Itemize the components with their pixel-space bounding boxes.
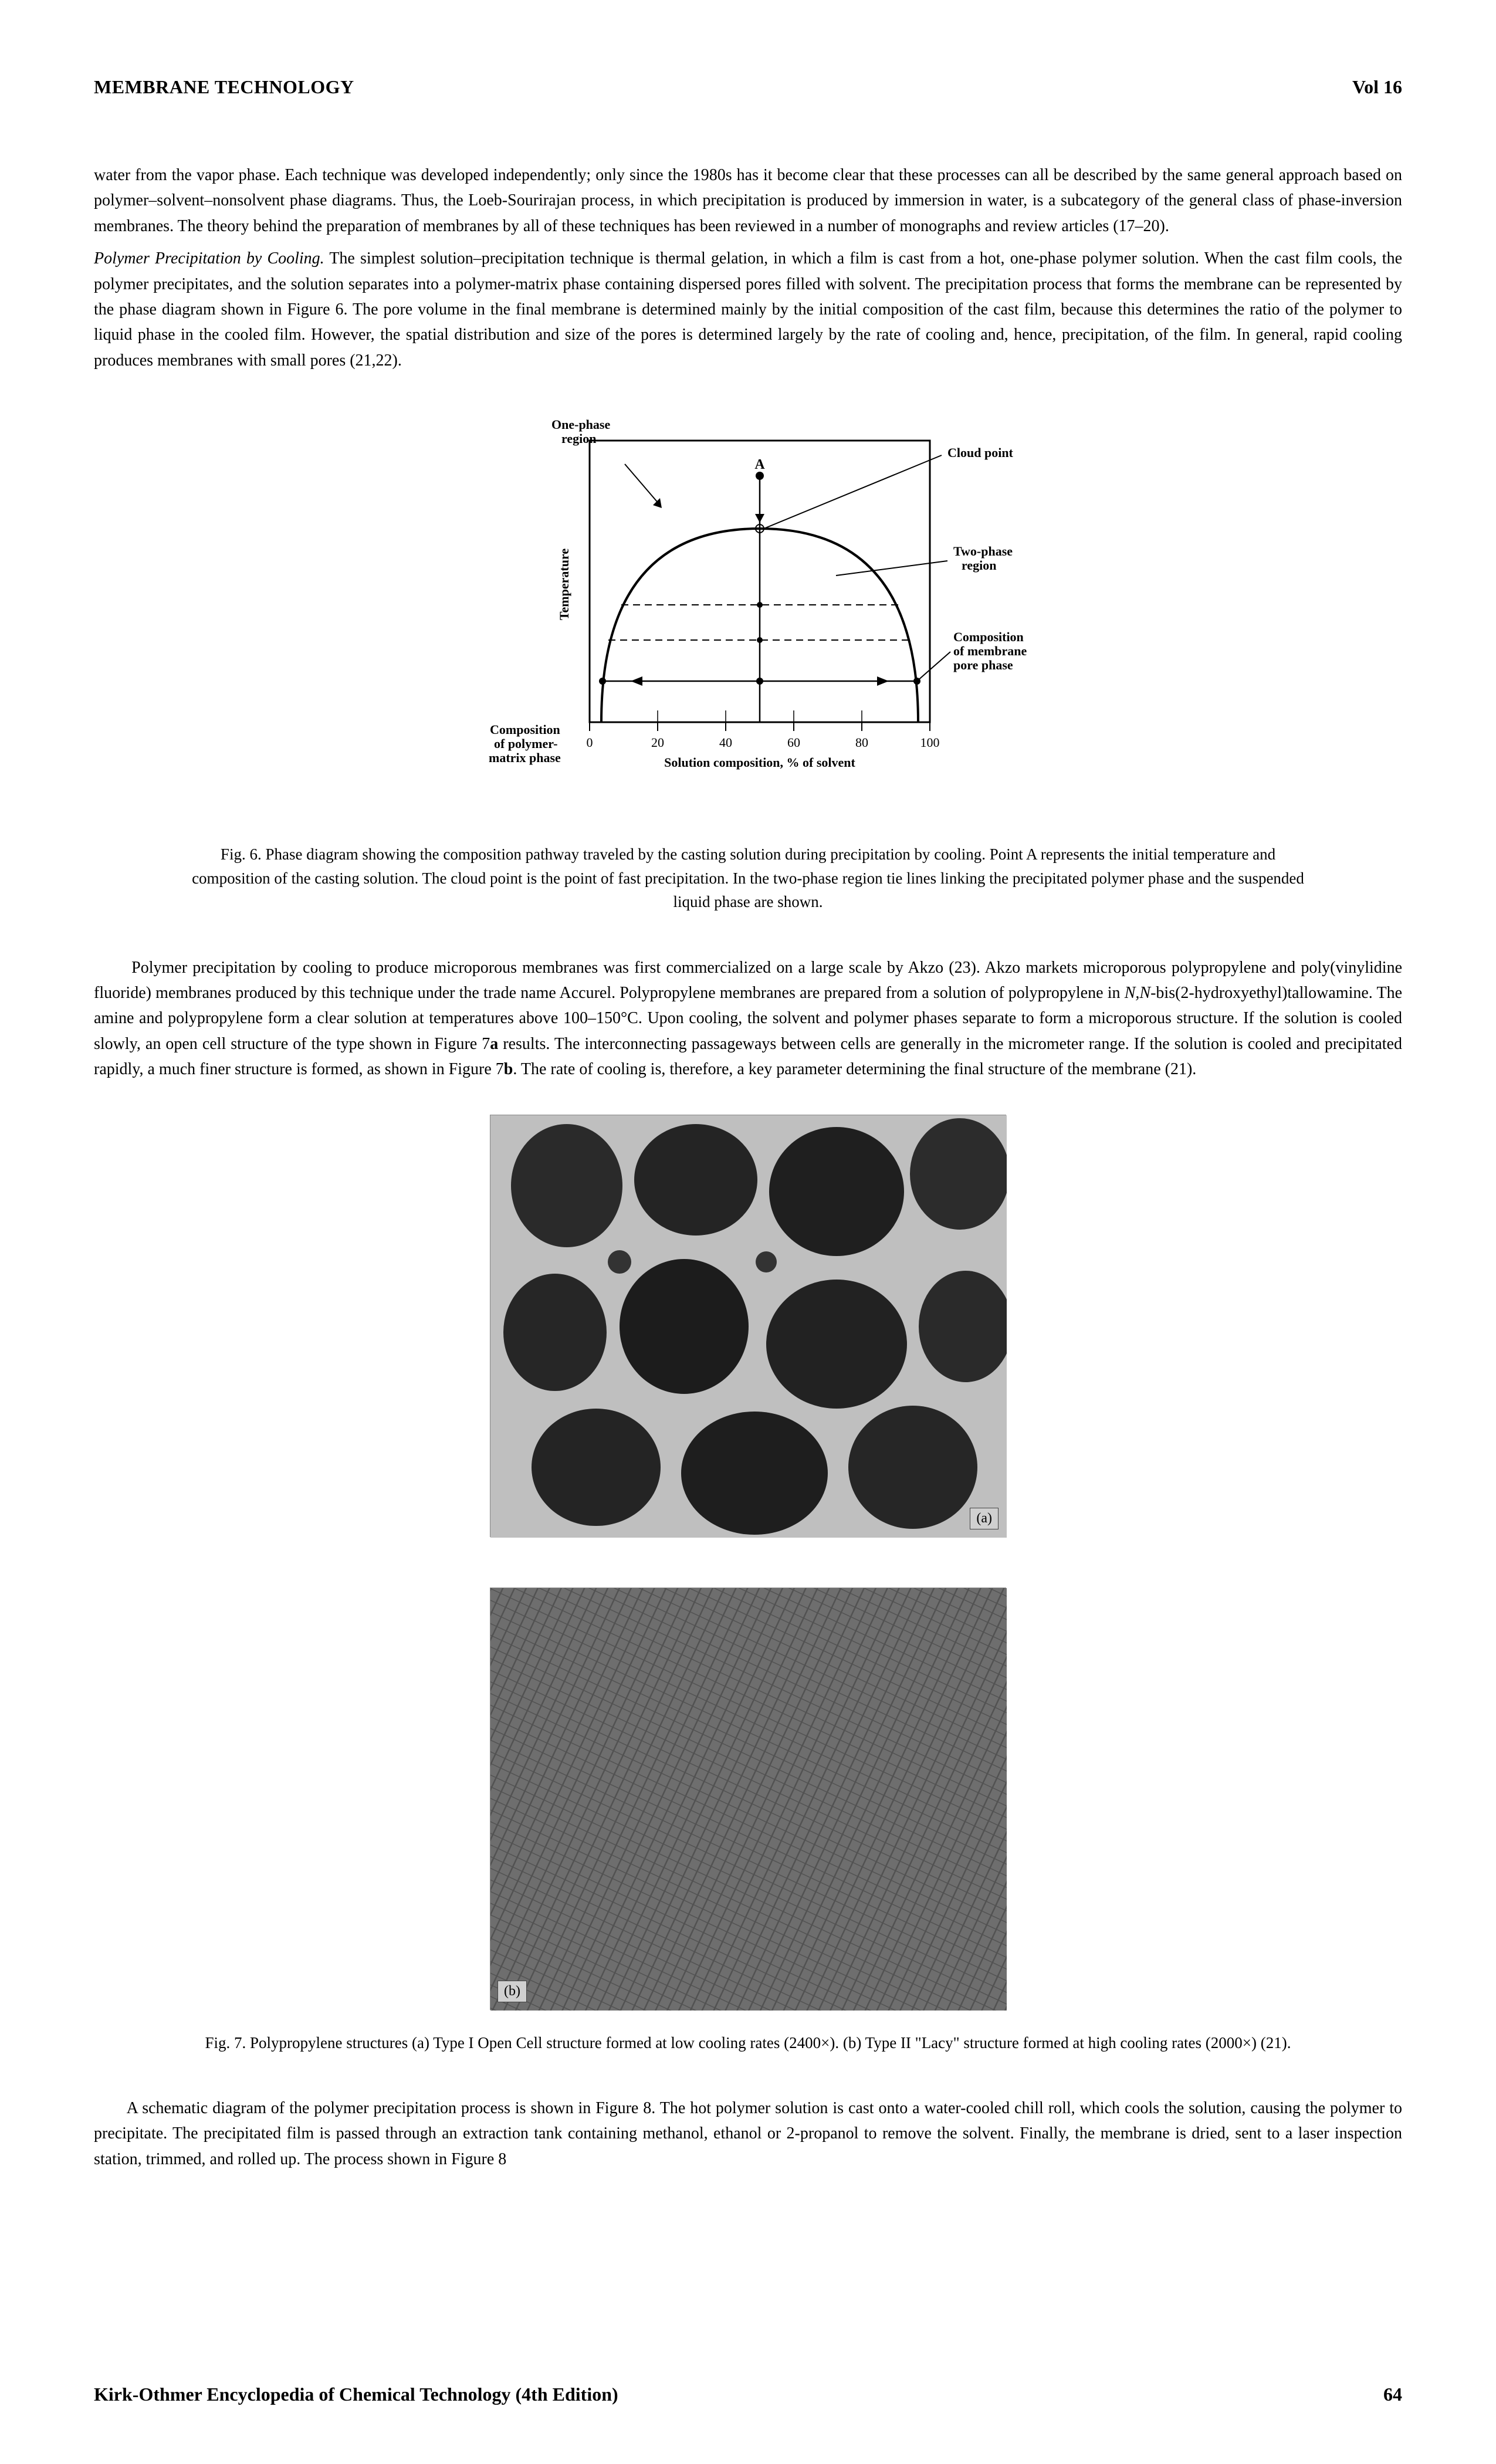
svg-text:80: 80 — [855, 735, 868, 750]
svg-text:region: region — [962, 558, 996, 573]
svg-text:One-phase: One-phase — [551, 417, 610, 432]
figure-6-caption: Fig. 6. Phase diagram showing the compos… — [188, 842, 1308, 914]
figure-7b-image: (b) — [490, 1588, 1006, 2010]
svg-text:pore phase: pore phase — [953, 658, 1013, 672]
svg-text:region: region — [561, 431, 596, 446]
svg-text:60: 60 — [787, 735, 800, 750]
header-title: MEMBRANE TECHNOLOGY — [94, 76, 354, 98]
paragraph-1-text: water from the vapor phase. Each techniq… — [94, 166, 1402, 235]
figure-7-caption: Fig. 7. Polypropylene structures (a) Typ… — [188, 2031, 1308, 2055]
figure-7a-label: (a) — [970, 1508, 999, 1529]
svg-text:100: 100 — [920, 735, 940, 750]
figure-7b: (b) — [94, 1588, 1402, 2013]
figure-7b-label: (b) — [497, 1981, 527, 2002]
page-footer: Kirk-Othmer Encyclopedia of Chemical Tec… — [94, 2384, 1402, 2405]
svg-text:40: 40 — [719, 735, 732, 750]
paragraph-2-prefix: Polymer Precipitation by Cooling. — [94, 249, 324, 268]
svg-text:Cloud point: Cloud point — [947, 445, 1014, 460]
svg-text:of membrane: of membrane — [953, 644, 1027, 658]
figure-6: A — [94, 405, 1402, 819]
figure-7a: (a) — [94, 1115, 1402, 1541]
figure-7a-image: (a) — [490, 1115, 1006, 1537]
paragraph-4: A schematic diagram of the polymer preci… — [94, 2096, 1402, 2172]
footer-title: Kirk-Othmer Encyclopedia of Chemical Tec… — [94, 2384, 618, 2405]
svg-text:Solution composition, % of sol: Solution composition, % of solvent — [664, 755, 855, 770]
svg-text:A: A — [754, 457, 765, 472]
footer-page-number: 64 — [1383, 2384, 1402, 2405]
svg-text:20: 20 — [651, 735, 664, 750]
paragraph-3: Polymer precipitation by cooling to prod… — [94, 955, 1402, 1082]
svg-text:0: 0 — [587, 735, 593, 750]
header-volume: Vol 16 — [1352, 76, 1402, 98]
svg-text:Composition: Composition — [953, 629, 1024, 644]
page-header: MEMBRANE TECHNOLOGY Vol 16 — [94, 76, 1402, 98]
svg-text:matrix phase: matrix phase — [489, 750, 561, 765]
svg-text:Two-phase: Two-phase — [953, 544, 1013, 559]
figure-6-diagram: A — [425, 405, 1071, 816]
paragraph-1: water from the vapor phase. Each techniq… — [94, 163, 1402, 239]
svg-text:Composition: Composition — [490, 722, 560, 737]
svg-text:of polymer-: of polymer- — [494, 736, 558, 751]
svg-text:Temperature: Temperature — [557, 549, 571, 620]
paragraph-2: Polymer Precipitation by Cooling. The si… — [94, 246, 1402, 373]
